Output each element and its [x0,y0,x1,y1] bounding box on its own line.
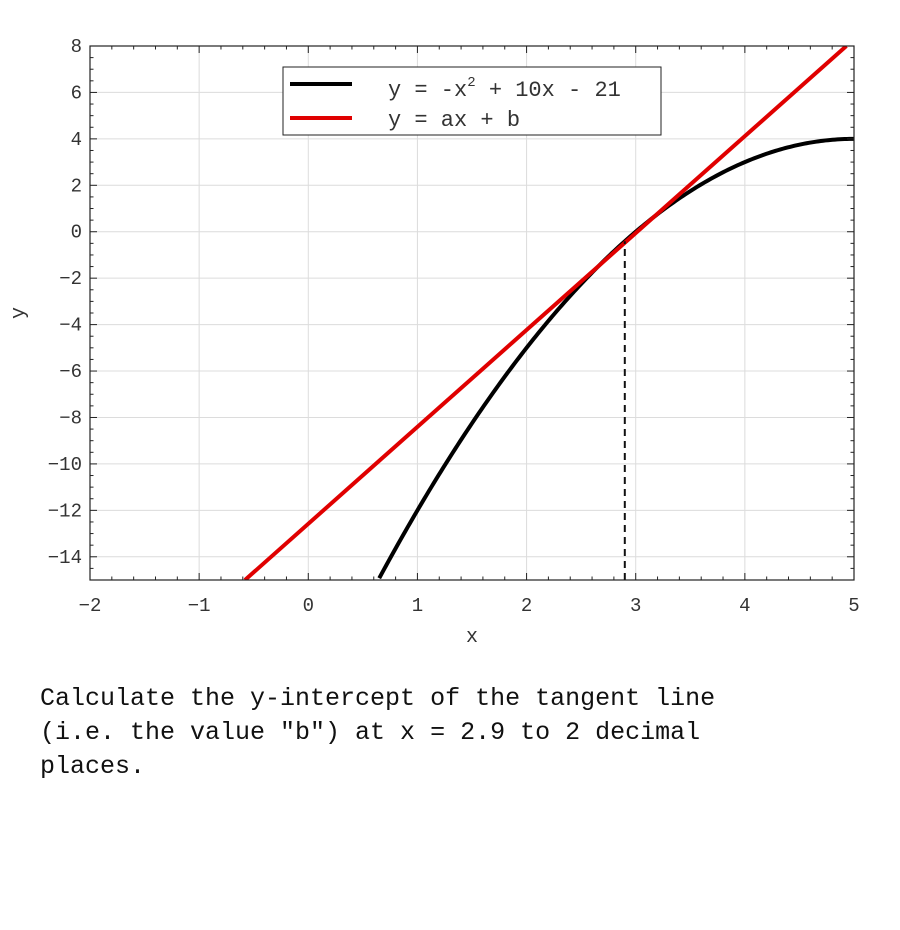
x-tick-label: 5 [848,595,859,617]
x-tick-label: 0 [303,595,314,617]
plot-series [243,46,854,580]
y-tick-label: −10 [48,454,82,476]
question-line-3: places. [40,752,146,781]
y-axis-label: y [8,307,31,319]
question-line-2: (i.e. the value "b") at x = 2.9 to 2 dec… [40,718,701,747]
question-text: Calculate the y-intercept of the tangent… [40,682,860,784]
legend-label-tangent: y = ax + b [388,108,520,133]
legend-label-parabola-rest: + 10x - 21 [476,78,621,103]
y-tick-label: 8 [71,36,82,58]
y-tick-label: −12 [48,500,82,522]
x-tick-label: −2 [79,595,102,617]
y-tick-label: −6 [59,361,82,383]
y-tick-label: −8 [59,407,82,429]
y-tick-label: 2 [71,175,82,197]
y-tick-label: −2 [59,268,82,290]
x-tick-label: 4 [739,595,750,617]
tangent-line [243,46,848,580]
x-tick-label: 3 [630,595,641,617]
legend-label-parabola-base: y = -x [388,78,467,103]
legend-label-parabola-exponent: 2 [467,75,475,91]
x-tick-label: 1 [412,595,423,617]
legend-label-parabola: y = -x2 + 10x - 21 [388,75,621,103]
x-tick-label: 2 [521,595,532,617]
y-tick-label: −4 [59,315,82,337]
parabola-curve [377,136,854,580]
x-tick-label: −1 [188,595,211,617]
x-axis-label: x [466,626,478,649]
y-tick-label: 4 [71,129,82,151]
legend-box [282,66,662,136]
y-tick-label: −14 [48,547,82,569]
question-line-1: Calculate the y-intercept of the tangent… [40,684,716,713]
legend: y = -x2 + 10x - 21 y = ax + b [282,66,662,136]
y-tick-label: 6 [71,82,82,104]
y-tick-label: 0 [71,222,82,244]
